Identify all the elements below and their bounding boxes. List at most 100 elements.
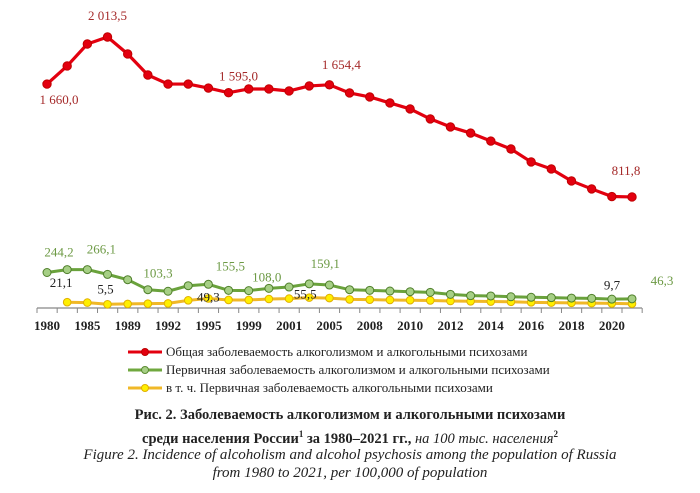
total-incidence-point bbox=[486, 136, 496, 146]
total-incidence-point bbox=[365, 92, 375, 102]
total-incidence-point bbox=[244, 84, 254, 94]
primary-incidence-point bbox=[627, 294, 637, 304]
legend-swatch-yellow bbox=[128, 384, 162, 392]
psychosis-incidence-data-label: 9,7 bbox=[604, 278, 621, 293]
psychosis-incidence-point bbox=[425, 296, 435, 305]
primary-incidence-point bbox=[445, 289, 455, 299]
x-tick-label: 1995 bbox=[195, 318, 222, 333]
total-incidence-point bbox=[62, 61, 72, 71]
total-incidence-point bbox=[324, 80, 335, 90]
psychosis-incidence-data-label: 21,1 bbox=[50, 275, 73, 290]
footnote-2: 2 bbox=[553, 429, 558, 439]
primary-incidence-point bbox=[365, 285, 375, 295]
primary-incidence-point bbox=[244, 286, 254, 296]
primary-incidence-point bbox=[264, 283, 274, 293]
total-incidence-point bbox=[344, 88, 355, 98]
primary-incidence-point bbox=[324, 280, 334, 290]
total-incidence-point bbox=[82, 39, 93, 49]
total-incidence-point bbox=[183, 79, 193, 89]
x-tick-label: 2008 bbox=[357, 318, 384, 333]
x-tick-label: 1985 bbox=[74, 318, 101, 333]
psychosis-incidence-point bbox=[224, 295, 233, 305]
caption-en-line2: from 1980 to 2021, per 100,000 of popula… bbox=[212, 465, 488, 481]
psychosis-incidence-data-label: 5,5 bbox=[97, 281, 113, 296]
figure-caption-en: Figure 2. Incidence of alcoholism and al… bbox=[0, 446, 700, 482]
total-incidence-point bbox=[526, 157, 536, 167]
primary-incidence-point bbox=[546, 293, 556, 303]
primary-incidence-point bbox=[224, 285, 234, 295]
psychosis-incidence-point bbox=[83, 298, 92, 307]
x-tick-label: 1999 bbox=[236, 318, 263, 333]
legend-label: в т. ч. Первичная заболеваемость алкогол… bbox=[166, 380, 493, 395]
total-incidence-point bbox=[425, 114, 435, 124]
psychosis-incidence-point bbox=[204, 294, 213, 303]
psychosis-incidence-data-label: 55,5 bbox=[294, 287, 317, 302]
primary-incidence-point bbox=[405, 287, 415, 297]
primary-incidence-data-label: 108,0 bbox=[252, 270, 281, 285]
x-tick-label: 1992 bbox=[155, 318, 181, 333]
x-tick-label: 1980 bbox=[34, 318, 60, 333]
primary-incidence-point bbox=[526, 292, 536, 302]
primary-incidence-point bbox=[506, 292, 516, 302]
x-tick-label: 1989 bbox=[115, 318, 142, 333]
total-incidence-point bbox=[445, 122, 456, 132]
primary-incidence-point bbox=[587, 293, 597, 303]
psychosis-incidence-point bbox=[365, 295, 375, 304]
caption-en-line1: Figure 2. Incidence of alcoholism and al… bbox=[83, 447, 617, 463]
line-chart: 1980 1985 1989 1992 1995 1999 2001 2005 2008 2010… bbox=[34, 8, 674, 333]
total-incidence-point bbox=[42, 79, 52, 89]
primary-incidence-data-label: 155,5 bbox=[216, 258, 245, 273]
x-tick-label: 2020 bbox=[599, 318, 625, 333]
total-incidence-point bbox=[546, 164, 557, 174]
psychosis-incidence-point bbox=[325, 293, 334, 303]
psychosis-incidence-point bbox=[123, 299, 132, 309]
primary-incidence-point bbox=[566, 293, 576, 303]
caption-ru-units: на 100 тыс. населения bbox=[414, 430, 554, 447]
x-tick-label: 2014 bbox=[478, 318, 505, 333]
primary-incidence-data-label: 103,3 bbox=[143, 265, 172, 280]
x-tick-label: 2010 bbox=[397, 318, 423, 333]
primary-incidence-point bbox=[486, 291, 496, 301]
total-incidence-point bbox=[284, 86, 294, 96]
primary-incidence-point bbox=[123, 275, 133, 285]
primary-incidence-point bbox=[42, 267, 52, 277]
primary-incidence-point bbox=[183, 281, 193, 291]
legend: Общая заболеваемость алкоголизмом и алко… bbox=[128, 343, 550, 397]
total-incidence-point bbox=[304, 81, 314, 91]
x-tick-label: 2012 bbox=[437, 318, 463, 333]
primary-incidence-point bbox=[607, 294, 617, 304]
primary-incidence-data-label: 266,1 bbox=[87, 242, 116, 257]
total-incidence-point bbox=[203, 83, 214, 93]
total-incidence-point bbox=[385, 98, 395, 108]
primary-incidence-point bbox=[304, 279, 314, 289]
caption-ru-line1: Рис. 2. Заболеваемость алкоголизмом и ал… bbox=[134, 407, 566, 423]
total-incidence-data-label: 1 660,0 bbox=[40, 92, 79, 107]
primary-incidence-point bbox=[82, 265, 92, 275]
primary-incidence-point bbox=[103, 269, 113, 279]
primary-incidence-line bbox=[46, 268, 633, 301]
legend-swatch-green bbox=[128, 366, 162, 374]
total-incidence-point bbox=[607, 191, 617, 202]
psychosis-incidence-point bbox=[183, 296, 193, 305]
total-incidence-point bbox=[163, 79, 173, 89]
psychosis-incidence-point bbox=[385, 295, 395, 305]
psychosis-incidence-point bbox=[143, 299, 153, 308]
psychosis-incidence-data-label: 49,3 bbox=[197, 289, 220, 304]
primary-incidence-point bbox=[345, 285, 355, 295]
primary-incidence-point bbox=[385, 286, 395, 296]
total-incidence-point bbox=[465, 128, 476, 138]
total-incidence-point bbox=[102, 32, 113, 42]
primary-incidence-data-label: 244,2 bbox=[44, 244, 73, 259]
primary-incidence-data-label: 46,3 bbox=[651, 273, 674, 288]
total-incidence-data-label: 1 654,4 bbox=[322, 57, 362, 72]
x-tick-label: 2018 bbox=[558, 318, 585, 333]
total-incidence-data-label: 811,8 bbox=[612, 163, 641, 178]
legend-item-psychosis: в т. ч. Первичная заболеваемость алкогол… bbox=[128, 379, 550, 397]
psychosis-incidence-point bbox=[103, 299, 112, 309]
total-incidence-point bbox=[586, 184, 597, 194]
primary-incidence-point bbox=[466, 291, 476, 301]
psychosis-incidence-point bbox=[304, 293, 314, 302]
primary-incidence-point bbox=[62, 265, 72, 275]
caption-ru-text: среди населения России bbox=[142, 430, 299, 447]
psychosis-incidence-point bbox=[284, 294, 294, 303]
